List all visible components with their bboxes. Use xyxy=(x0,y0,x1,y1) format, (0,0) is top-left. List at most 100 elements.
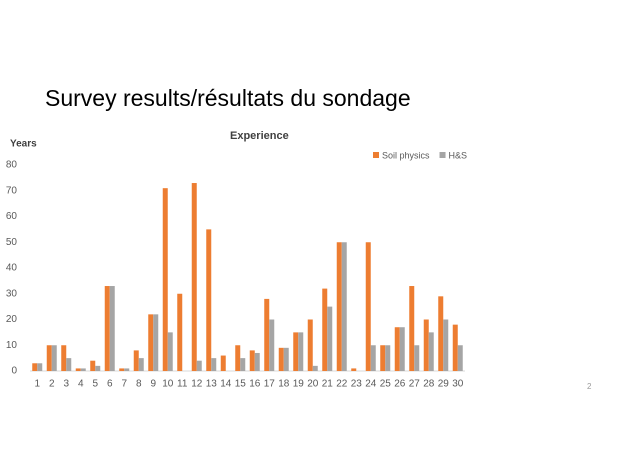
bar xyxy=(341,242,347,371)
x-tick-label: 15 xyxy=(235,379,247,390)
bar xyxy=(385,345,391,371)
y-tick-label: 40 xyxy=(6,263,18,274)
y-tick-label: 30 xyxy=(6,288,18,299)
x-tick-label: 2 xyxy=(49,379,55,390)
bar xyxy=(351,368,357,371)
bar xyxy=(32,363,38,371)
bar xyxy=(61,345,67,371)
bar xyxy=(327,306,333,371)
bar xyxy=(177,293,183,371)
bar xyxy=(162,188,168,371)
bar xyxy=(37,363,43,371)
legend-swatch xyxy=(373,152,379,158)
bar xyxy=(75,368,81,371)
bar xyxy=(254,352,260,371)
chart-title: Experience xyxy=(230,130,289,142)
bar xyxy=(414,345,420,371)
x-tick-label: 3 xyxy=(63,379,69,390)
bar xyxy=(90,360,96,371)
bar xyxy=(46,345,52,371)
bar xyxy=(211,358,217,371)
x-tick-label: 9 xyxy=(150,379,156,390)
bar xyxy=(322,288,328,371)
x-tick-label: 17 xyxy=(264,379,276,390)
bar xyxy=(240,358,246,371)
bar xyxy=(443,319,449,371)
bar xyxy=(278,347,284,371)
bar xyxy=(119,368,125,371)
x-tick-label: 22 xyxy=(336,379,348,390)
bar xyxy=(133,350,139,371)
bar xyxy=(104,286,110,371)
bar xyxy=(457,345,463,371)
bar xyxy=(452,324,458,371)
bar xyxy=(138,358,144,371)
bar xyxy=(307,319,313,371)
bar xyxy=(249,350,255,371)
bar xyxy=(66,358,72,371)
x-tick-label: 23 xyxy=(351,379,363,390)
bar xyxy=(109,286,115,371)
x-tick-label: 20 xyxy=(307,379,319,390)
bar xyxy=(124,368,130,371)
page-number: 2 xyxy=(587,382,592,391)
bar xyxy=(312,365,318,371)
bar xyxy=(80,368,86,371)
x-tick-label: 11 xyxy=(177,379,188,390)
x-tick-label: 14 xyxy=(220,379,232,390)
bar xyxy=(206,229,212,371)
x-tick-label: 5 xyxy=(92,379,98,390)
bar xyxy=(380,345,386,371)
x-tick-label: 29 xyxy=(438,379,450,390)
x-tick-label: 19 xyxy=(293,379,305,390)
bar xyxy=(298,332,304,371)
bar xyxy=(167,332,173,371)
y-tick-label: 0 xyxy=(11,366,17,377)
y-tick-label: 60 xyxy=(6,211,18,222)
x-tick-label: 25 xyxy=(380,379,392,390)
x-tick-label: 4 xyxy=(78,379,84,390)
x-tick-label: 7 xyxy=(121,379,127,390)
x-tick-label: 28 xyxy=(423,379,435,390)
bar xyxy=(283,347,289,371)
legend-label: H&S xyxy=(449,150,468,160)
bar xyxy=(269,319,275,371)
x-tick-label: 24 xyxy=(365,379,377,390)
legend-label: Soil physics xyxy=(382,150,430,160)
bar xyxy=(235,345,241,371)
bar xyxy=(394,327,400,371)
bar xyxy=(191,183,197,371)
bar xyxy=(196,360,202,371)
x-tick-label: 6 xyxy=(107,379,113,390)
bar xyxy=(365,242,371,371)
y-tick-label: 20 xyxy=(6,314,18,325)
x-tick-label: 1 xyxy=(34,379,40,390)
bar xyxy=(336,242,342,371)
x-tick-label: 27 xyxy=(409,379,421,390)
bar xyxy=(293,332,299,371)
x-tick-label: 10 xyxy=(162,379,174,390)
x-tick-label: 8 xyxy=(136,379,142,390)
x-tick-label: 16 xyxy=(249,379,261,390)
bar xyxy=(153,314,159,371)
legend-swatch xyxy=(439,152,446,158)
x-tick-label: 13 xyxy=(206,379,218,390)
x-tick-label: 21 xyxy=(322,379,334,390)
y-axis-label: Years xyxy=(10,139,37,150)
y-tick-label: 10 xyxy=(6,340,18,351)
x-tick-label: 18 xyxy=(278,379,290,390)
bar xyxy=(264,298,270,371)
bar xyxy=(399,327,405,371)
y-tick-label: 50 xyxy=(6,237,18,248)
bar xyxy=(220,355,226,371)
x-tick-label: 30 xyxy=(452,379,464,390)
y-tick-label: 80 xyxy=(6,160,18,171)
x-tick-label: 26 xyxy=(394,379,406,390)
y-tick-label: 70 xyxy=(6,185,18,196)
x-tick-label: 12 xyxy=(191,379,203,390)
bar xyxy=(95,365,101,371)
bar xyxy=(423,319,429,371)
bar xyxy=(148,314,154,371)
bar xyxy=(438,296,444,371)
